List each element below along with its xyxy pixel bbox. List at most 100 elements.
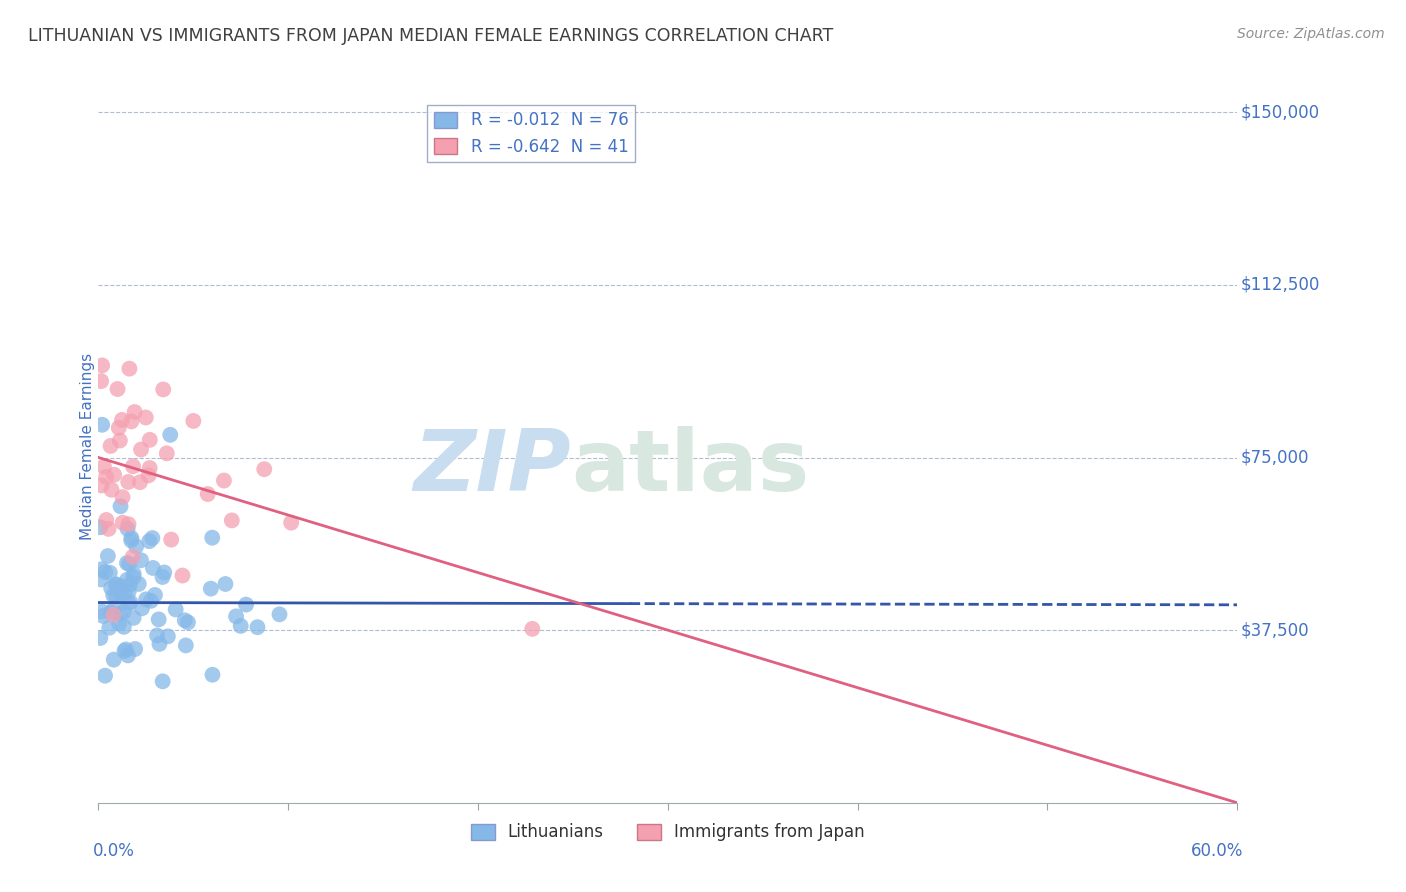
Point (183, 414, 205, 428)
Point (212, 474, 235, 488)
Point (89, 520, 111, 534)
Point (139, 594, 162, 608)
Point (124, 405, 146, 419)
Point (104, 578, 127, 592)
Point (118, 361, 141, 376)
Point (120, 533, 142, 548)
Point (108, 607, 131, 621)
Point (108, 616, 131, 631)
Point (98, 566, 121, 580)
Point (103, 467, 125, 482)
Point (142, 561, 165, 575)
Point (105, 577, 128, 591)
Point (114, 642, 136, 657)
Point (118, 577, 141, 591)
Point (112, 605, 135, 619)
Point (104, 589, 127, 603)
Text: $37,500: $37,500 (1240, 621, 1309, 640)
Point (122, 459, 145, 474)
Point (122, 570, 145, 584)
Point (111, 516, 134, 530)
Y-axis label: Median Female Earnings: Median Female Earnings (80, 352, 94, 540)
Point (253, 462, 276, 476)
Point (129, 553, 152, 567)
Point (125, 540, 148, 554)
Point (138, 534, 160, 549)
Point (139, 433, 162, 447)
Point (94, 470, 117, 484)
Point (114, 585, 136, 599)
Point (229, 619, 252, 633)
Point (115, 573, 138, 587)
Text: Source: ZipAtlas.com: Source: ZipAtlas.com (1237, 27, 1385, 41)
Point (103, 607, 125, 622)
Point (200, 582, 222, 596)
Point (152, 570, 174, 584)
Point (138, 461, 160, 475)
Point (152, 674, 174, 689)
Text: $75,000: $75,000 (1240, 449, 1309, 467)
Point (110, 586, 132, 600)
Point (117, 517, 139, 532)
Point (91, 608, 114, 623)
Point (118, 584, 141, 599)
Point (138, 468, 160, 483)
Point (177, 615, 200, 630)
Point (131, 601, 153, 615)
Point (122, 566, 145, 581)
Point (108, 434, 131, 448)
Text: $150,000: $150,000 (1240, 103, 1320, 121)
Text: ZIP: ZIP (413, 425, 571, 509)
Point (120, 531, 142, 545)
Point (201, 667, 224, 681)
Point (221, 513, 243, 527)
Point (114, 644, 136, 658)
Point (117, 648, 139, 663)
Point (172, 568, 194, 582)
Point (100, 439, 122, 453)
Point (97, 522, 120, 536)
Point (100, 581, 122, 595)
Point (111, 490, 134, 504)
Point (246, 620, 269, 634)
Point (91, 604, 114, 618)
Point (91, 417, 114, 432)
Point (148, 637, 170, 651)
Point (107, 421, 129, 435)
Point (160, 533, 183, 547)
Point (156, 446, 179, 460)
Text: $112,500: $112,500 (1240, 276, 1320, 293)
Point (103, 600, 125, 615)
Point (100, 483, 122, 497)
Point (117, 522, 139, 536)
Point (173, 613, 195, 627)
Point (159, 427, 181, 442)
Point (94, 565, 117, 579)
Point (201, 531, 224, 545)
Point (98, 621, 121, 635)
Point (124, 642, 146, 657)
Point (235, 598, 257, 612)
Point (146, 628, 169, 642)
Point (100, 605, 122, 619)
Point (90, 562, 112, 576)
Point (522, 622, 544, 636)
Point (110, 500, 132, 514)
Point (90, 573, 112, 587)
Point (115, 556, 138, 570)
Text: LITHUANIAN VS IMMIGRANTS FROM JAPAN MEDIAN FEMALE EARNINGS CORRELATION CHART: LITHUANIAN VS IMMIGRANTS FROM JAPAN MEDI… (28, 27, 834, 45)
Point (122, 611, 145, 625)
Point (156, 629, 179, 643)
Point (197, 487, 219, 501)
Point (90, 478, 112, 492)
Point (94, 668, 117, 682)
Point (111, 413, 134, 427)
Point (129, 442, 152, 457)
Point (129, 475, 152, 490)
Point (97, 549, 120, 563)
Point (103, 653, 125, 667)
Point (110, 579, 132, 593)
Point (128, 577, 150, 591)
Point (143, 588, 166, 602)
Point (117, 475, 139, 489)
